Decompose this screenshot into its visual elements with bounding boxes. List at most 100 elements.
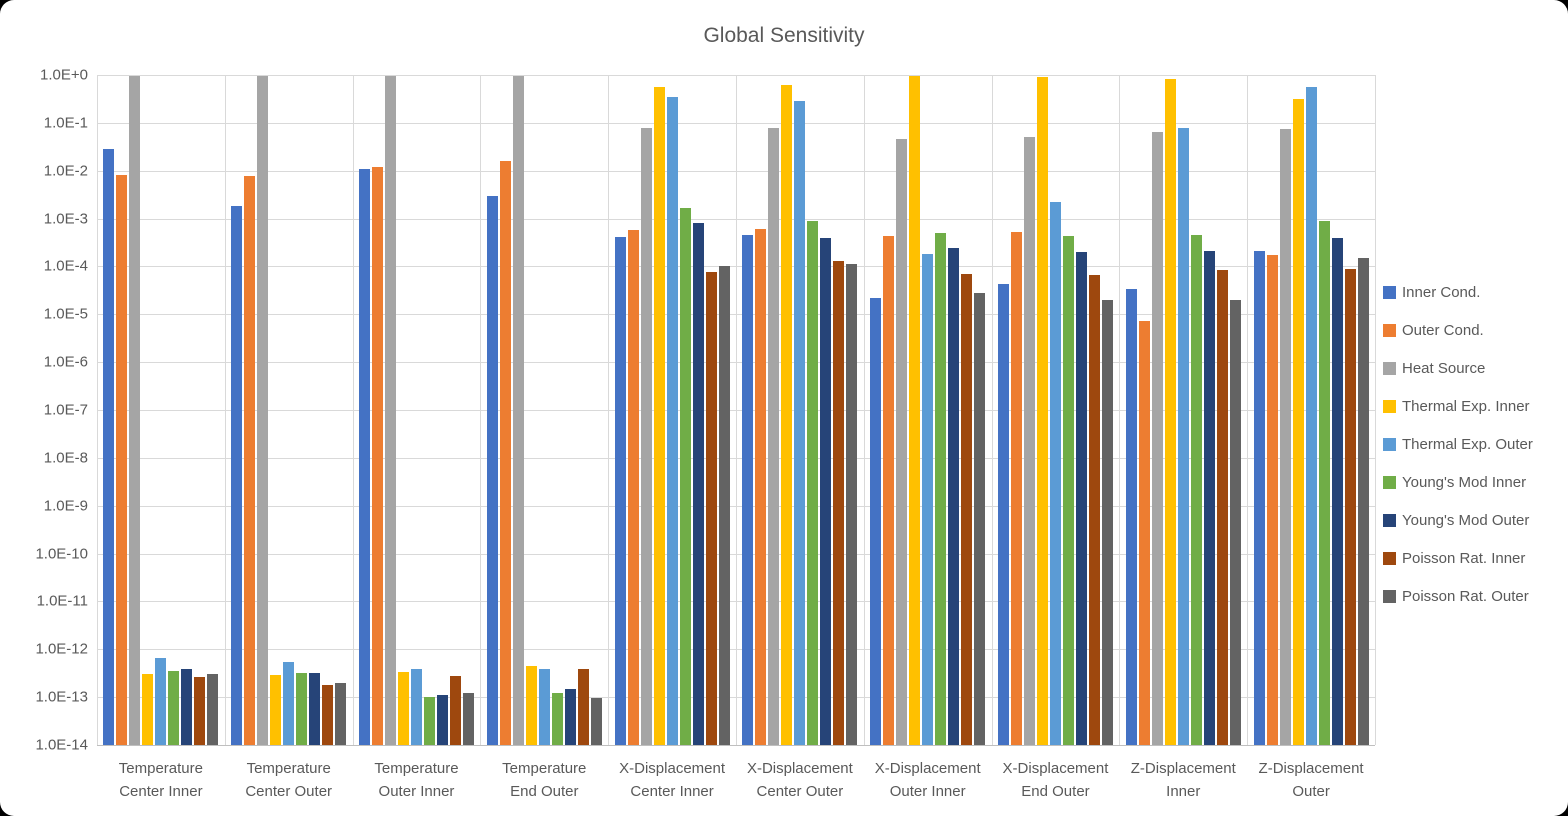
bar-poisson-rat-inner: [1088, 275, 1100, 745]
bar-young-s-mod-inner: [935, 232, 947, 745]
bar-group: [864, 75, 992, 745]
x-axis: Temperature Center Inner Temperature Cent…: [97, 757, 1375, 803]
legend-label: Young's Mod Outer: [1402, 512, 1530, 529]
bar-heat-source: [1023, 137, 1035, 745]
legend-item: Inner Cond.: [1383, 284, 1533, 301]
legend-item: Young's Mod Outer: [1383, 512, 1533, 529]
bar-young-s-mod-inner: [423, 697, 435, 745]
x-category-label: X-Displacement Outer Inner: [874, 760, 981, 800]
bar-heat-source: [640, 127, 652, 745]
bar-young-s-mod-inner: [296, 672, 308, 745]
bar-inner-cond: [614, 236, 626, 745]
bar-young-s-mod-outer: [309, 672, 321, 745]
bar-poisson-rat-inner: [577, 669, 589, 745]
y-tick-label: 1.0E-13: [35, 688, 88, 706]
bar-group: [608, 75, 736, 745]
bar-thermal-exp-inner: [781, 84, 793, 745]
x-axis-line: [97, 745, 1375, 746]
bar-young-s-mod-outer: [692, 222, 704, 745]
legend-swatch-icon: [1383, 476, 1396, 489]
bar-young-s-mod-inner: [1062, 235, 1074, 745]
y-tick-label: 1.0E-2: [43, 162, 88, 180]
bar-poisson-rat-inner: [1216, 270, 1228, 745]
bar-thermal-exp-outer: [922, 254, 934, 745]
y-axis: 1.0E+0 1.0E-1 1.0E-2 1.0E-3 1.0E-4 1.0E-5 1.0E…: [0, 67, 88, 754]
bar-inner-cond: [997, 284, 1009, 745]
bar-outer-cond: [1138, 321, 1150, 745]
bar-poisson-rat-outer: [1101, 299, 1113, 745]
x-category-label: X-Displacement End Outer: [1002, 760, 1109, 800]
bar-outer-cond: [883, 235, 895, 745]
x-category-label: Z-Displacement Outer: [1258, 760, 1364, 800]
legend-label: Young's Mod Inner: [1402, 474, 1527, 491]
bar-young-s-mod-inner: [551, 693, 563, 745]
bar-thermal-exp-inner: [909, 76, 921, 745]
y-tick-label: 1.0E-14: [35, 736, 88, 754]
bar-group: [353, 75, 481, 745]
bar-thermal-exp-inner: [525, 666, 537, 745]
bar-inner-cond: [486, 196, 498, 745]
bar-outer-cond: [755, 229, 767, 745]
bar-young-s-mod-outer: [1075, 252, 1087, 745]
y-tick-label: 1.0E-6: [43, 353, 88, 371]
bar-poisson-rat-outer: [846, 264, 858, 745]
y-tick-label: 1.0E-10: [35, 545, 88, 563]
legend-label: Heat Source: [1402, 360, 1486, 377]
legend-swatch-icon: [1383, 324, 1396, 337]
y-tick-label: 1.0E-4: [43, 257, 88, 275]
y-tick-label: 1.0E-8: [43, 449, 88, 467]
bar-poisson-rat-outer: [1357, 258, 1369, 745]
legend-swatch-icon: [1383, 400, 1396, 413]
legend-label: Poisson Rat. Inner: [1402, 550, 1526, 567]
legend-swatch-icon: [1383, 286, 1396, 299]
x-category-label: Temperature Center Inner: [118, 760, 203, 800]
y-tick-label: 1.0E+0: [40, 66, 88, 84]
bar-group: [1247, 75, 1375, 745]
bar-group: [1119, 75, 1247, 745]
bar-young-s-mod-inner: [807, 221, 819, 745]
bar-thermal-exp-outer: [1049, 202, 1061, 745]
bar-group: [992, 75, 1120, 745]
bar-group: [736, 75, 864, 745]
bar-group: [225, 75, 353, 745]
legend-item: Young's Mod Inner: [1383, 474, 1533, 491]
legend: Inner Cond. Outer Cond. Heat Source Thermal…: [1383, 284, 1533, 605]
bar-heat-source: [1279, 128, 1291, 745]
gridline-vertical: [1119, 75, 1121, 745]
bar-thermal-exp-outer: [1177, 127, 1189, 745]
gridline-vertical: [736, 75, 737, 745]
gridline-vertical: [97, 75, 98, 745]
bar-group: [97, 75, 225, 745]
legend-item: Poisson Rat. Outer: [1383, 588, 1533, 605]
bar-heat-source: [512, 75, 524, 745]
bar-thermal-exp-outer: [155, 657, 167, 745]
bar-poisson-rat-outer: [718, 266, 730, 745]
legend-item: Poisson Rat. Inner: [1383, 550, 1533, 567]
bar-young-s-mod-outer: [948, 248, 960, 745]
bar-thermal-exp-outer: [794, 100, 806, 745]
plot-area: [97, 75, 1376, 746]
bar-group: [480, 75, 608, 745]
bar-inner-cond: [870, 297, 882, 745]
bar-inner-cond: [1253, 251, 1265, 745]
bar-thermal-exp-outer: [1305, 87, 1317, 745]
bar-poisson-rat-outer: [335, 682, 347, 745]
bar-young-s-mod-outer: [820, 237, 832, 745]
bar-thermal-exp-inner: [1164, 79, 1176, 745]
legend-item: Thermal Exp. Inner: [1383, 398, 1533, 415]
legend-item: Heat Source: [1383, 360, 1533, 377]
gridline-vertical: [863, 75, 865, 745]
y-tick-label: 1.0E-12: [35, 640, 88, 658]
x-category-label: Temperature Outer Inner: [374, 760, 459, 800]
bar-thermal-exp-inner: [1292, 98, 1304, 745]
bar-thermal-exp-inner: [1036, 76, 1048, 745]
bar-thermal-exp-outer: [666, 96, 678, 745]
bar-young-s-mod-outer: [1331, 237, 1343, 745]
bar-inner-cond: [742, 234, 754, 745]
bar-inner-cond: [1125, 288, 1137, 745]
bar-poisson-rat-inner: [1344, 268, 1356, 745]
bar-poisson-rat-inner: [961, 274, 973, 745]
bar-thermal-exp-outer: [538, 669, 550, 745]
legend-label: Outer Cond.: [1402, 322, 1484, 339]
legend-swatch-icon: [1383, 438, 1396, 451]
